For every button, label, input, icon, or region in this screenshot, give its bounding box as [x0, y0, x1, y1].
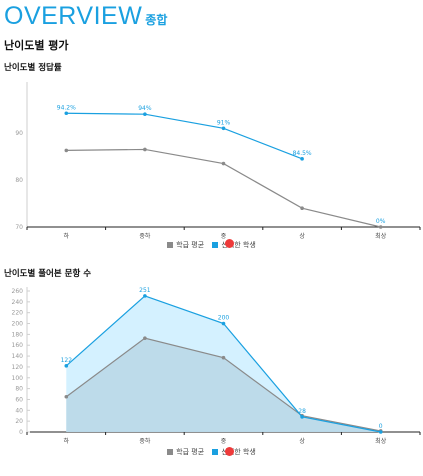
- x-tick-label: 중하: [139, 232, 151, 240]
- overview-subtitle: 종합: [145, 13, 168, 27]
- data-point: [300, 206, 304, 210]
- legend-label-student: 신비한 학생: [221, 448, 256, 456]
- data-label: 200: [218, 315, 230, 322]
- y-tick-label: 160: [12, 342, 24, 349]
- legend-item-average: 학급 평균: [167, 447, 204, 457]
- y-tick-label: 80: [15, 177, 23, 184]
- data-point: [64, 148, 69, 153]
- section-title: 난이도별 평가: [4, 39, 69, 52]
- series-line: [66, 112, 303, 160]
- data-label: 94%: [138, 105, 152, 112]
- data-label: 0%: [376, 218, 386, 225]
- x-tick-label: 최상: [375, 437, 387, 445]
- y-tick-label: 60: [15, 396, 23, 403]
- data-point: [143, 112, 147, 116]
- data-label: 28: [298, 408, 306, 415]
- x-tick-label: 중하: [139, 437, 151, 445]
- y-tick-label: 200: [12, 321, 24, 328]
- legend-swatch-student: [212, 449, 219, 455]
- data-point: [378, 430, 383, 434]
- overview-title: OVERVIEW: [4, 2, 143, 30]
- legend-label-average: 학급 평균: [176, 241, 205, 249]
- series-area-fill: [66, 338, 381, 432]
- y-tick-label: 260: [12, 288, 24, 295]
- y-tick-label: 40: [15, 407, 23, 414]
- chart1-title: 난이도별 정답률: [4, 63, 62, 73]
- mouse-cursor-indicator: [225, 447, 234, 456]
- x-tick-label: 하: [64, 232, 70, 240]
- x-tick-label: 최상: [375, 232, 387, 240]
- y-tick-label: 100: [12, 375, 24, 382]
- chart2-title: 난이도별 풀어본 문항 수: [4, 269, 92, 279]
- y-tick-label: 80: [15, 386, 23, 393]
- data-point: [221, 321, 226, 326]
- y-tick-label: 240: [12, 299, 24, 306]
- x-tick-label: 중: [221, 233, 227, 240]
- x-tick-label: 상: [299, 437, 305, 445]
- mouse-cursor-indicator: [225, 239, 234, 248]
- accuracy-chart: 70 80 90 하 중하 중 상 최상 94.2% 94% 91% 84.5% 0%: [15, 82, 421, 240]
- x-tick-label: 하: [64, 437, 70, 445]
- data-point: [300, 157, 304, 161]
- y-tick-label: 70: [15, 224, 23, 231]
- legend-item-average: 학급 평균: [167, 240, 204, 250]
- y-tick-label: 90: [15, 130, 23, 137]
- data-point: [221, 161, 226, 166]
- legend-item-student: 신비한 학생: [212, 447, 256, 457]
- y-tick-label: 220: [12, 310, 24, 317]
- chart2-legend: 학급 평균 신비한 학생: [0, 447, 423, 457]
- data-point: [143, 336, 147, 340]
- data-point: [221, 355, 226, 360]
- data-label: 91%: [217, 119, 231, 126]
- data-point: [64, 394, 69, 399]
- data-point: [143, 294, 147, 298]
- data-point: [64, 111, 69, 116]
- data-point: [221, 126, 226, 131]
- x-tick-label: 상: [299, 232, 305, 240]
- x-tick-label: 중: [221, 438, 227, 445]
- legend-label-student: 신비한 학생: [221, 241, 256, 249]
- y-tick-label: 140: [12, 353, 24, 360]
- chart1-legend: 학급 평균 신비한 학생: [0, 240, 423, 250]
- legend-label-average: 학급 평균: [176, 448, 205, 456]
- data-point: [64, 364, 69, 368]
- data-point: [378, 225, 383, 229]
- data-label: 94.2%: [57, 104, 76, 111]
- data-label: 84.5%: [293, 150, 312, 157]
- legend-swatch-student: [212, 242, 219, 248]
- data-label: 0: [379, 423, 383, 430]
- data-point: [143, 147, 147, 152]
- y-tick-label: 120: [12, 364, 24, 371]
- y-tick-label: 20: [15, 418, 23, 425]
- data-label: 122: [61, 357, 73, 364]
- data-label: 251: [139, 287, 151, 294]
- y-tick-label: 0: [19, 429, 23, 436]
- y-tick-label: 180: [12, 331, 24, 338]
- legend-swatch-average: [167, 242, 174, 248]
- page-header: OVERVIEW 종합: [4, 2, 167, 31]
- legend-item-student: 신비한 학생: [212, 240, 256, 250]
- legend-swatch-average: [167, 449, 174, 455]
- data-point: [300, 415, 304, 419]
